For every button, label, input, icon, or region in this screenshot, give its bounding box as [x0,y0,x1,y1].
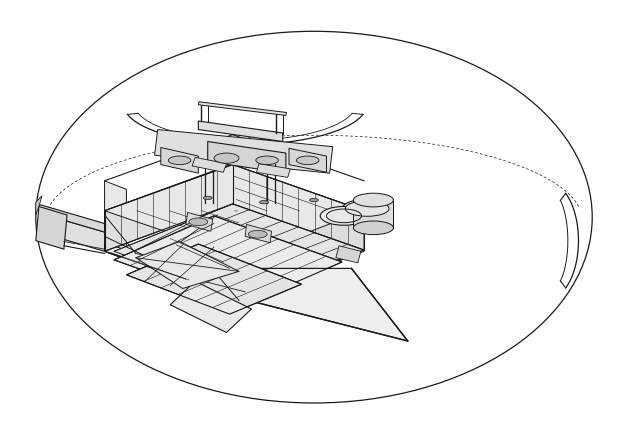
Ellipse shape [354,221,393,235]
Ellipse shape [203,196,212,200]
Polygon shape [233,165,364,250]
Polygon shape [198,121,283,141]
Polygon shape [186,212,213,231]
Polygon shape [154,129,333,173]
Polygon shape [39,204,104,232]
Polygon shape [104,181,126,260]
Polygon shape [114,216,342,306]
Polygon shape [208,141,286,173]
Ellipse shape [189,218,208,226]
Ellipse shape [248,230,267,238]
Polygon shape [354,200,393,228]
Polygon shape [170,281,251,332]
Ellipse shape [259,200,268,204]
Ellipse shape [296,156,319,165]
Polygon shape [256,164,290,178]
Polygon shape [104,164,233,251]
Polygon shape [161,147,198,173]
Ellipse shape [214,153,239,163]
Polygon shape [36,196,42,215]
Polygon shape [39,213,104,251]
Polygon shape [336,246,361,263]
Polygon shape [114,204,364,297]
Polygon shape [192,157,227,172]
Polygon shape [289,148,327,172]
Ellipse shape [345,201,389,216]
Ellipse shape [354,193,393,207]
Polygon shape [104,243,364,298]
Polygon shape [198,102,286,116]
Polygon shape [245,224,271,243]
Ellipse shape [256,156,278,165]
Polygon shape [136,242,239,289]
Ellipse shape [168,156,191,165]
Ellipse shape [342,199,392,218]
Polygon shape [126,244,301,314]
Polygon shape [248,268,408,341]
Ellipse shape [310,198,318,202]
Ellipse shape [320,206,368,225]
Polygon shape [36,206,67,249]
Polygon shape [104,165,364,258]
